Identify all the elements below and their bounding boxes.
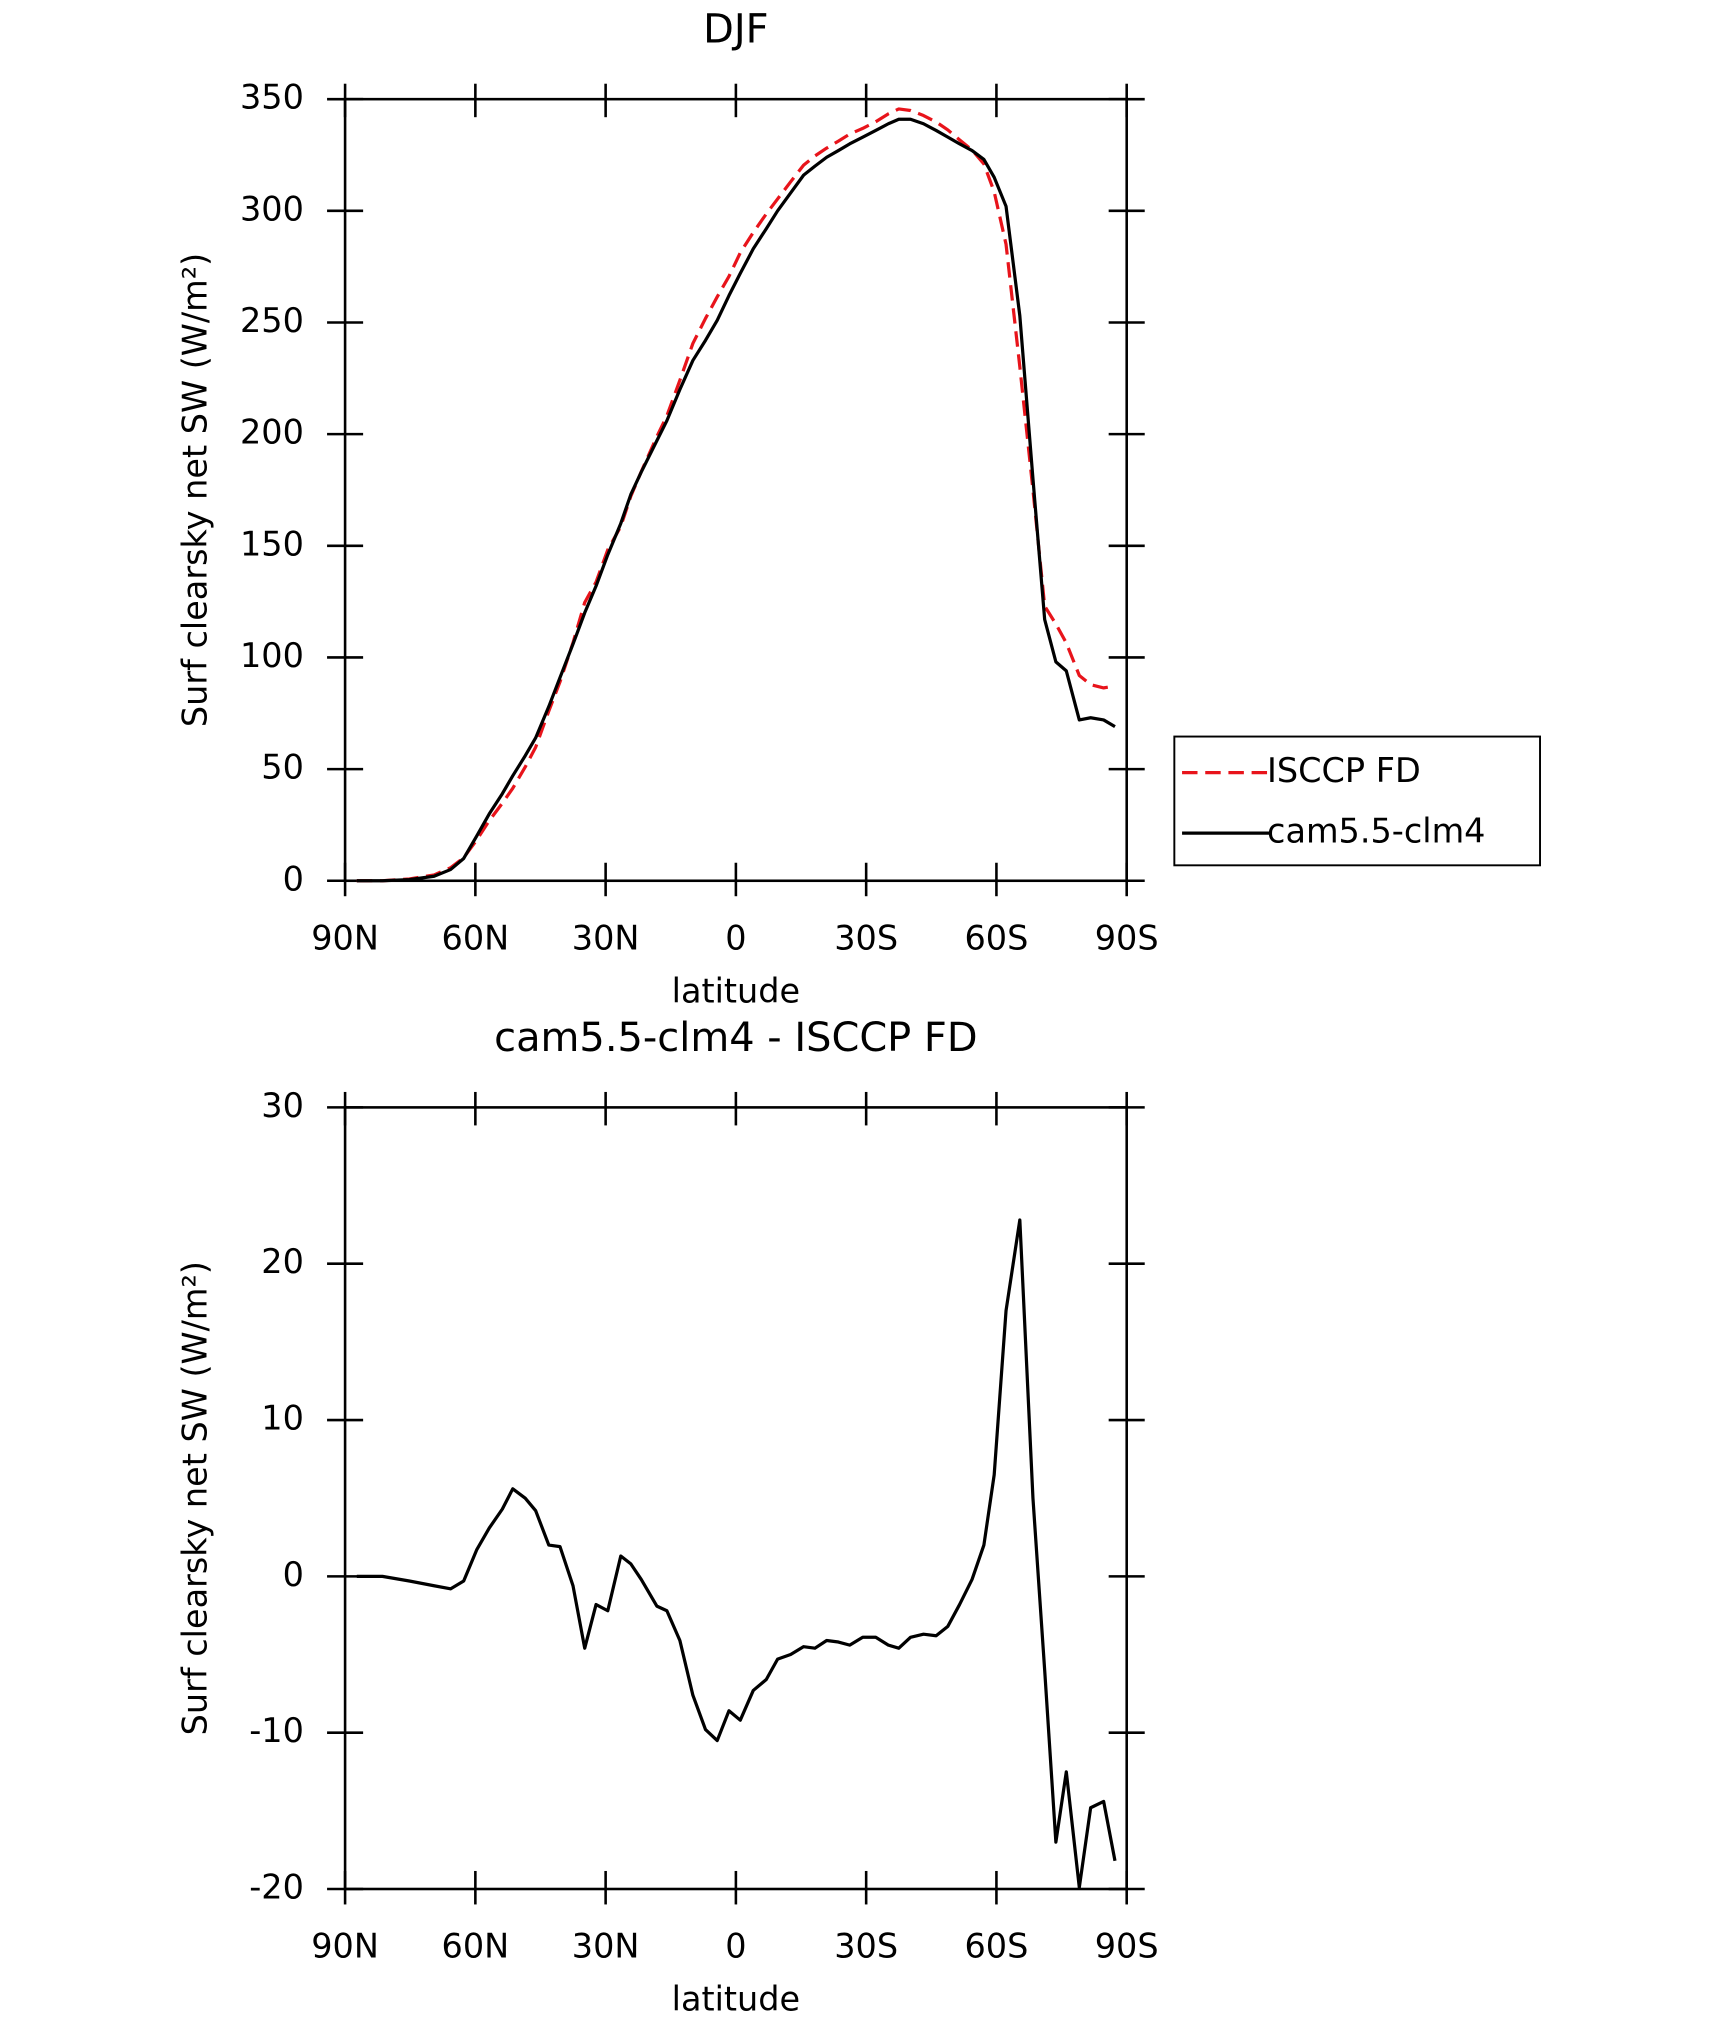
x-tick-label: 90S — [1095, 919, 1159, 958]
y-tick-label: 50 — [261, 748, 304, 787]
x-tick-label: 60N — [442, 1927, 510, 1966]
plot-frame — [343, 97, 1128, 883]
data-line — [356, 107, 1116, 883]
x-tick-label: 60S — [965, 919, 1029, 958]
plot-frame — [343, 1106, 1128, 1891]
y-tick-label: 30 — [261, 1086, 304, 1125]
y-tick-label: 200 — [240, 413, 304, 452]
x-tick-label: 60S — [965, 1927, 1029, 1966]
x-tick-label: 0 — [725, 1927, 746, 1966]
data-line — [356, 117, 1116, 883]
y-tick-label: 250 — [240, 301, 304, 340]
chart-title: DJF — [703, 7, 768, 53]
y-tick-label: 350 — [240, 78, 304, 117]
y-tick-label: 0 — [283, 859, 304, 898]
y-tick-label: 10 — [261, 1399, 304, 1438]
x-tick-label: 0 — [725, 919, 746, 958]
x-tick-label: 90N — [311, 919, 379, 958]
data-line — [356, 1218, 1117, 1890]
legend-box — [1173, 735, 1541, 867]
y-tick-label: 20 — [261, 1242, 304, 1281]
legend-label: cam5.5-clm4 — [1267, 812, 1485, 851]
x-axis-label: latitude — [672, 971, 800, 1010]
y-tick-label: -10 — [249, 1711, 304, 1750]
x-tick-label: 30N — [572, 919, 640, 958]
y-tick-label: 100 — [240, 636, 304, 675]
y-tick-label: 300 — [240, 189, 304, 228]
x-tick-label: 30S — [834, 919, 898, 958]
y-axis-label: Surf clearsky net SW (W/m²) — [176, 1261, 215, 1735]
chart-title: cam5.5-clm4 - ISCCP FD — [494, 1015, 977, 1061]
y-axis-label: Surf clearsky net SW (W/m²) — [176, 253, 215, 727]
legend-label: ISCCP FD — [1267, 751, 1421, 790]
y-tick-label: 150 — [240, 524, 304, 563]
x-tick-label: 30S — [834, 1927, 898, 1966]
y-tick-label: 0 — [283, 1555, 304, 1594]
chart: DJF latitude Surf clearsky net SW (W/m²) 0 5… — [176, 7, 1541, 1010]
x-tick-label: 90S — [1095, 1927, 1159, 1966]
x-tick-label: 90N — [311, 1927, 379, 1966]
chart: cam5.5-clm4 - ISCCP FD latitude Surf clear… — [176, 1015, 1159, 2019]
x-axis-label: latitude — [672, 1980, 800, 2019]
x-tick-label: 30N — [572, 1927, 640, 1966]
x-tick-label: 60N — [442, 919, 510, 958]
y-tick-label: -20 — [249, 1867, 304, 1906]
